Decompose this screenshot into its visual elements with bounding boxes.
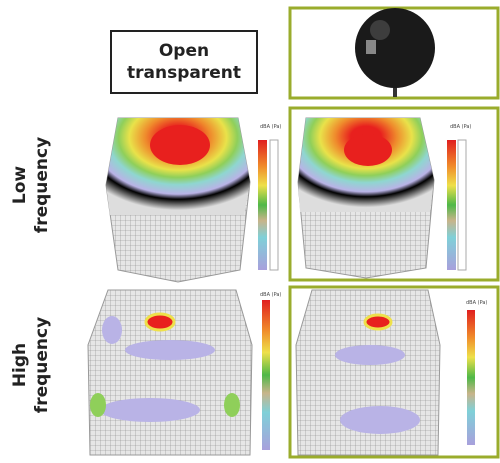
panel-frames: [288, 6, 500, 459]
row-label: Low frequency: [10, 136, 52, 234]
row-label: High frequency: [10, 316, 52, 414]
unit-label: dBA (Pa): [466, 300, 488, 306]
high-freq-cubes: [87, 289, 475, 456]
unit-label: dBA (Pa): [260, 292, 282, 298]
low-freq-cubes: [105, 117, 467, 283]
unit-label: dBA (Pa): [450, 124, 472, 130]
sphere: [355, 8, 435, 97]
title-box: Open transparent: [110, 30, 258, 94]
unit-label: dBA (Pa): [260, 124, 282, 130]
